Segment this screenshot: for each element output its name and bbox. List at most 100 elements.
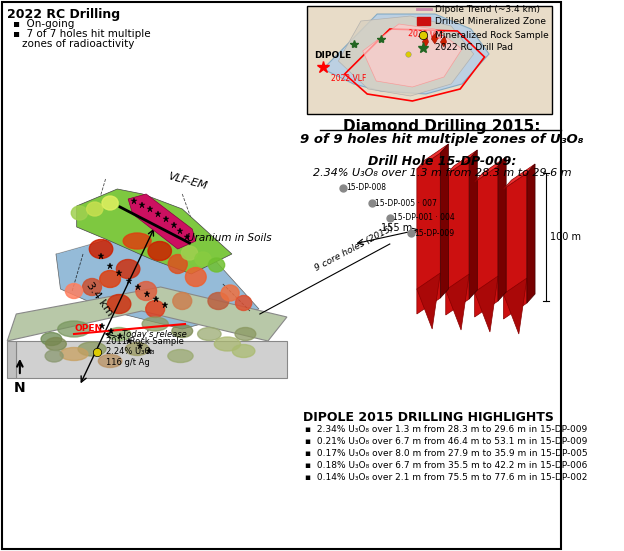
Ellipse shape bbox=[172, 325, 193, 338]
Text: 2022 VLF: 2022 VLF bbox=[408, 29, 444, 41]
Polygon shape bbox=[441, 36, 447, 47]
Polygon shape bbox=[498, 157, 506, 301]
Text: Drill Hole 15-DP-009:: Drill Hole 15-DP-009: bbox=[368, 155, 516, 168]
Polygon shape bbox=[446, 150, 477, 175]
Polygon shape bbox=[56, 231, 259, 329]
Ellipse shape bbox=[82, 278, 102, 295]
Ellipse shape bbox=[100, 271, 120, 288]
Ellipse shape bbox=[60, 348, 88, 360]
Bar bbox=[417, 17, 431, 25]
Ellipse shape bbox=[45, 350, 63, 362]
Text: ▪  0.14% U₃O₈ over 2.1 m from 75.5 m to 77.6 m in 15-DP-002: ▪ 0.14% U₃O₈ over 2.1 m from 75.5 m to 7… bbox=[305, 473, 587, 482]
Ellipse shape bbox=[168, 349, 193, 363]
Text: Drilled Mineralized Zone: Drilled Mineralized Zone bbox=[435, 18, 546, 26]
Polygon shape bbox=[446, 274, 469, 330]
Ellipse shape bbox=[89, 240, 113, 258]
Polygon shape bbox=[417, 273, 441, 329]
Ellipse shape bbox=[182, 246, 198, 260]
Text: Diamond Drilling 2015:: Diamond Drilling 2015: bbox=[343, 119, 541, 134]
Ellipse shape bbox=[102, 196, 118, 210]
Ellipse shape bbox=[208, 258, 225, 272]
Text: zones of radioactivity: zones of radioactivity bbox=[22, 39, 134, 49]
Ellipse shape bbox=[185, 267, 206, 287]
Polygon shape bbox=[469, 150, 477, 299]
Ellipse shape bbox=[208, 293, 229, 310]
Ellipse shape bbox=[235, 327, 256, 341]
Polygon shape bbox=[363, 24, 462, 87]
Ellipse shape bbox=[173, 293, 192, 310]
Ellipse shape bbox=[232, 344, 255, 358]
Polygon shape bbox=[7, 287, 287, 341]
Text: 2011 Rock Sample
2.24% U₃O₈
116 g/t Ag: 2011 Rock Sample 2.24% U₃O₈ 116 g/t Ag bbox=[105, 337, 183, 367]
Ellipse shape bbox=[71, 206, 87, 220]
Text: Uranium in Soils: Uranium in Soils bbox=[187, 233, 271, 243]
Polygon shape bbox=[16, 341, 287, 378]
Ellipse shape bbox=[198, 327, 221, 341]
Ellipse shape bbox=[78, 342, 106, 356]
Text: VLF-EM: VLF-EM bbox=[167, 171, 208, 191]
Ellipse shape bbox=[117, 260, 140, 278]
Ellipse shape bbox=[107, 327, 131, 341]
Text: 2022 RC Drill Pad: 2022 RC Drill Pad bbox=[435, 44, 513, 52]
Text: Today's release: Today's release bbox=[122, 330, 187, 339]
Ellipse shape bbox=[235, 295, 251, 311]
Text: ▪  0.21% U₃O₈ over 6.7 m from 46.4 m to 53.1 m in 15-DP-009: ▪ 0.21% U₃O₈ over 6.7 m from 46.4 m to 5… bbox=[305, 437, 587, 446]
Ellipse shape bbox=[66, 284, 82, 299]
Text: 100 m: 100 m bbox=[550, 232, 582, 242]
Text: ▪  7 of 7 holes hit multiple: ▪ 7 of 7 holes hit multiple bbox=[12, 29, 150, 39]
Text: 15-DP-009: 15-DP-009 bbox=[414, 229, 454, 237]
Text: ▪  On-going: ▪ On-going bbox=[12, 19, 74, 29]
Polygon shape bbox=[422, 36, 429, 47]
Polygon shape bbox=[446, 159, 469, 315]
Ellipse shape bbox=[221, 285, 239, 301]
Text: ▪  2.34% U₃O₈ over 1.3 m from 28.3 m to 29.6 m in 15-DP-009: ▪ 2.34% U₃O₈ over 1.3 m from 28.3 m to 2… bbox=[305, 425, 587, 434]
Text: 15-DP-008: 15-DP-008 bbox=[346, 183, 386, 192]
Text: OPEN: OPEN bbox=[75, 324, 103, 333]
Polygon shape bbox=[475, 166, 498, 317]
Polygon shape bbox=[323, 14, 489, 94]
Ellipse shape bbox=[195, 252, 211, 266]
Polygon shape bbox=[417, 153, 441, 314]
Text: 9 core holes (2015): 9 core holes (2015) bbox=[313, 224, 395, 273]
Ellipse shape bbox=[125, 343, 149, 355]
Ellipse shape bbox=[148, 241, 172, 261]
Text: 3.4 km: 3.4 km bbox=[84, 280, 114, 318]
Text: Mineralized Rock Sample: Mineralized Rock Sample bbox=[435, 30, 548, 40]
Ellipse shape bbox=[146, 300, 165, 317]
Text: 2.34% U₃O₈ over 1.3 m from 28.3 m to 29.6 m: 2.34% U₃O₈ over 1.3 m from 28.3 m to 29.… bbox=[313, 168, 572, 178]
Ellipse shape bbox=[142, 317, 168, 331]
Ellipse shape bbox=[136, 282, 157, 300]
Ellipse shape bbox=[87, 202, 103, 216]
Polygon shape bbox=[475, 276, 498, 332]
Ellipse shape bbox=[214, 337, 240, 351]
Text: 2022 RC Drilling: 2022 RC Drilling bbox=[7, 8, 120, 21]
Text: DIPOLE 2015 DRILLING HIGHLIGHTS: DIPOLE 2015 DRILLING HIGHLIGHTS bbox=[303, 411, 554, 424]
Ellipse shape bbox=[58, 321, 90, 337]
Text: ▪  0.18% U₃O₈ over 6.7 m from 35.5 m to 42.2 m in 15-DP-006: ▪ 0.18% U₃O₈ over 6.7 m from 35.5 m to 4… bbox=[305, 461, 587, 470]
Text: 2022 VLF: 2022 VLF bbox=[331, 74, 366, 83]
Text: 15-DP-005 · 007: 15-DP-005 · 007 bbox=[376, 198, 437, 208]
Ellipse shape bbox=[99, 354, 122, 368]
Polygon shape bbox=[128, 194, 196, 249]
Bar bbox=[307, 6, 552, 114]
Polygon shape bbox=[504, 164, 535, 189]
Polygon shape bbox=[504, 278, 527, 334]
Text: Dipole Trend (~3.4 km): Dipole Trend (~3.4 km) bbox=[435, 4, 540, 14]
Polygon shape bbox=[431, 33, 437, 44]
Polygon shape bbox=[309, 8, 550, 112]
Text: 9 of 9 holes hit multiple zones of U₃O₈: 9 of 9 holes hit multiple zones of U₃O₈ bbox=[300, 133, 584, 146]
Polygon shape bbox=[338, 16, 474, 96]
Text: 155 m: 155 m bbox=[381, 223, 412, 233]
Ellipse shape bbox=[123, 233, 151, 249]
Text: N: N bbox=[14, 381, 26, 395]
Ellipse shape bbox=[107, 294, 131, 314]
Polygon shape bbox=[77, 189, 232, 274]
Polygon shape bbox=[504, 173, 527, 319]
Polygon shape bbox=[417, 144, 449, 169]
Polygon shape bbox=[475, 157, 506, 182]
Polygon shape bbox=[441, 144, 449, 298]
Polygon shape bbox=[7, 341, 16, 378]
Ellipse shape bbox=[168, 255, 187, 273]
Text: DIPOLE: DIPOLE bbox=[314, 51, 351, 60]
Ellipse shape bbox=[41, 332, 62, 345]
